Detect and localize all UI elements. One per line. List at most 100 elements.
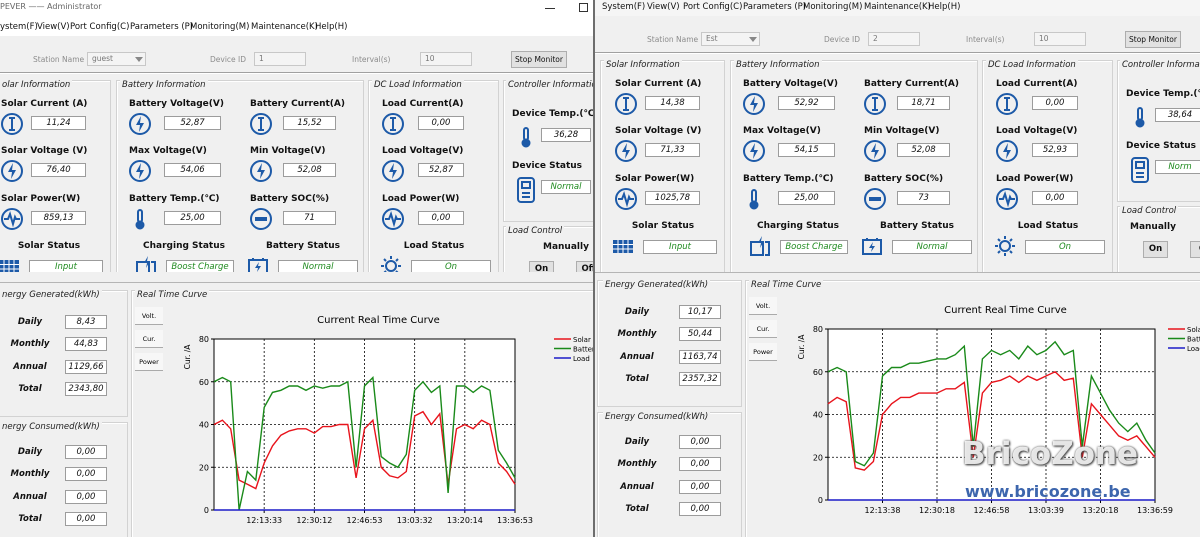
- interval-input: 10: [420, 52, 472, 66]
- icon-part: [129, 160, 151, 182]
- energy-value: 0,00: [65, 467, 107, 481]
- field-label: Solar Power(W): [1, 194, 81, 204]
- field-value: Normal: [541, 180, 591, 194]
- stop-monitor-button[interactable]: Stop Monitor: [511, 51, 567, 68]
- menu-item[interactable]: Monitoring(M): [803, 2, 863, 12]
- icon-part: [136, 116, 144, 132]
- menu-item[interactable]: Parameters (P): [130, 22, 194, 32]
- field-label: Battery SOC(%): [864, 174, 944, 184]
- icon-part: [615, 93, 637, 115]
- load-control-button[interactable]: On: [1143, 241, 1168, 258]
- menu-item[interactable]: View(V): [647, 2, 680, 12]
- load-control-button[interactable]: O: [1190, 241, 1200, 258]
- stop-monitor-button[interactable]: Stop Monitor: [1125, 31, 1181, 48]
- series-line: [827, 370, 1156, 471]
- status-value: On: [411, 260, 491, 272]
- icon-part: [137, 209, 143, 223]
- menu-item[interactable]: View(V): [37, 22, 70, 32]
- field-label: Battery Voltage(V): [743, 79, 838, 89]
- icon-part: [135, 209, 145, 230]
- icon-part: [996, 140, 1018, 162]
- menu-bar-bg: [595, 0, 1200, 16]
- energy-value: 10,17: [679, 305, 721, 319]
- menu-item[interactable]: Port Config(C): [70, 22, 130, 32]
- menu-item[interactable]: Maintenance(K): [251, 22, 318, 32]
- icon: [615, 93, 637, 115]
- separator: [595, 52, 1200, 54]
- x-tick-label: 13:03:32: [397, 516, 433, 525]
- icon-part: [129, 113, 151, 135]
- maximize-button[interactable]: [579, 3, 588, 12]
- icon-part: [1137, 107, 1143, 121]
- icon-part: [864, 188, 886, 210]
- icon-part: [4, 210, 20, 228]
- icon: [750, 236, 770, 256]
- icon-part: [252, 258, 264, 260]
- menu-item[interactable]: Parameters (P): [743, 2, 807, 12]
- icon: [250, 113, 272, 135]
- icon: [381, 256, 401, 272]
- field-value: 71,33: [645, 143, 700, 157]
- menu-item[interactable]: Help(H): [315, 22, 348, 32]
- curve-button[interactable]: Power: [135, 353, 163, 371]
- dropdown-arrow: [135, 57, 143, 62]
- menu-item[interactable]: ystem(F): [0, 22, 38, 32]
- icon-part: [390, 117, 396, 131]
- curve-button[interactable]: Cur.: [749, 320, 777, 338]
- group-header: Energy Consumed(kWh): [603, 412, 711, 422]
- icon: [1, 208, 23, 230]
- menu-item[interactable]: System(F): [602, 2, 646, 12]
- energy-label: Total: [625, 504, 649, 514]
- icon: [1131, 157, 1149, 183]
- status-label: Battery Status: [265, 241, 340, 251]
- y-tick-label: 0: [818, 496, 823, 505]
- curve-button[interactable]: Volt.: [135, 307, 163, 325]
- menu-item[interactable]: Maintenance(K): [864, 2, 931, 12]
- status-value: Input: [643, 240, 717, 254]
- icon: [996, 140, 1018, 162]
- load-control-button[interactable]: On: [529, 261, 554, 272]
- energy-label: Daily: [17, 447, 43, 457]
- chart: Current Real Time Curve Cur. /A 0 20 40 60 80 1…: [797, 305, 1200, 515]
- icon-part: [382, 160, 404, 182]
- energy-label: Daily: [17, 317, 43, 327]
- icon-part: [521, 138, 531, 148]
- icon-part: [750, 143, 758, 159]
- icon-part: [864, 93, 886, 115]
- energy-label: Total: [18, 514, 42, 524]
- menu-item[interactable]: Help(H): [928, 2, 961, 12]
- icon-part: [1, 208, 23, 230]
- menu-item[interactable]: Monitoring(M): [190, 22, 250, 32]
- icon: [743, 140, 765, 162]
- window-left: PEVER —— Administrator ystem(F) View(V) Por…: [0, 0, 593, 537]
- icon-part: [136, 256, 156, 272]
- icon-part: [613, 240, 633, 253]
- icon: [250, 208, 272, 230]
- icon-part: [613, 240, 633, 253]
- icon: [1, 113, 23, 135]
- field-label: Min Voltage(V): [250, 146, 326, 156]
- dropdown-arrow-shape: [135, 57, 143, 62]
- icon-part: [995, 236, 1015, 256]
- load-control-button[interactable]: Off: [576, 261, 593, 272]
- curve-button[interactable]: Cur.: [135, 330, 163, 348]
- icon-part: [996, 140, 1018, 162]
- field-value: 71: [283, 211, 336, 225]
- energy-value: 0,00: [679, 457, 721, 471]
- group-header: Solar Information: [604, 60, 682, 70]
- icon-part: [749, 200, 759, 210]
- group-frame: [116, 80, 364, 272]
- menu-item[interactable]: Port Config(C): [683, 2, 743, 12]
- window-body: System(F) View(V) Port Config(C) Parameters…: [595, 0, 1200, 537]
- x-tick-label: 13:03:39: [1028, 506, 1064, 515]
- group-header: Load Control: [1120, 206, 1179, 216]
- curve-button[interactable]: Volt.: [749, 297, 777, 315]
- energy-value: 0,00: [679, 480, 721, 494]
- minimize-button[interactable]: [545, 8, 555, 9]
- icon: [615, 140, 637, 162]
- field-label: Load Current(A): [996, 79, 1078, 89]
- field-value: 0,00: [1032, 191, 1078, 205]
- curve-button[interactable]: Power: [749, 343, 777, 361]
- icon: [996, 188, 1018, 210]
- field-value: 15,52: [283, 116, 336, 130]
